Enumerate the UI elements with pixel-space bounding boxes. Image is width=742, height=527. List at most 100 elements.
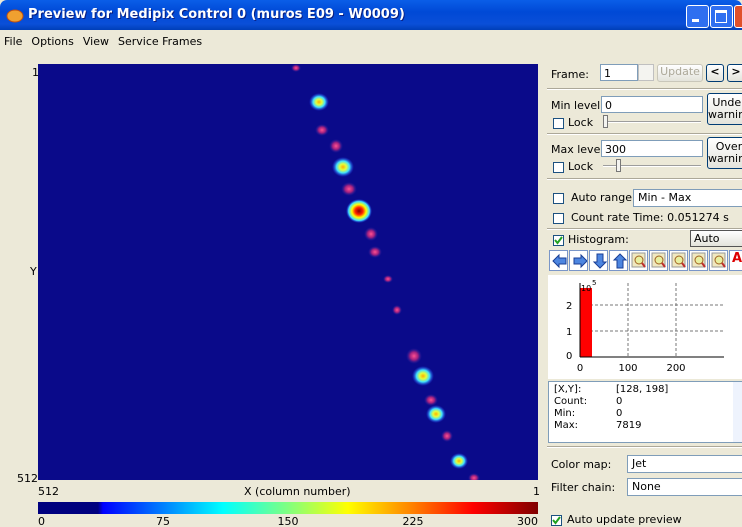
info-value: 7819	[616, 420, 642, 431]
close-button[interactable]	[734, 5, 742, 28]
x-axis-label: X (column number)	[244, 485, 351, 498]
toolbar-button[interactable]	[549, 250, 568, 271]
info-row: Count: 0	[554, 396, 742, 408]
prev-frame-button[interactable]: <	[706, 64, 724, 82]
frame-spinner[interactable]	[638, 64, 654, 81]
frame-input[interactable]: 1	[600, 64, 638, 81]
minimize-button[interactable]	[686, 5, 709, 28]
frame-label: Frame:	[551, 68, 589, 81]
y-top-label: 1	[32, 66, 39, 79]
color-map-label: Color map:	[551, 458, 612, 471]
histogram-plot: 2 1 0 10 5 0 100 200	[548, 275, 742, 379]
info-value: 0	[616, 408, 623, 419]
time-label: Time: 0.051274 s	[633, 211, 729, 224]
info-value: [128, 198]	[616, 384, 669, 395]
x-right-label: 1	[533, 485, 540, 498]
histogram-label: Histogram:	[568, 233, 629, 246]
toolbar-button[interactable]	[689, 250, 708, 271]
toolbar-button[interactable]: A	[729, 250, 742, 271]
menu-item[interactable]: Options	[31, 35, 74, 48]
auto-range-checkbox[interactable]	[553, 193, 564, 204]
button-text: warning	[708, 152, 742, 165]
colorbar-tick-label: 300	[517, 515, 538, 527]
toolbar-button[interactable]	[609, 250, 628, 271]
info-key: Max:	[554, 420, 579, 431]
max-level-label: Max level:	[551, 143, 608, 156]
colorbar	[38, 502, 538, 514]
max-slider-thumb[interactable]	[616, 159, 621, 172]
toolbar-button[interactable]	[629, 250, 648, 271]
colorbar-tick-label: 0	[38, 515, 45, 527]
info-row: Min: 0	[554, 408, 742, 420]
max-lock-label: Lock	[568, 160, 594, 173]
toolbar-button[interactable]	[669, 250, 688, 271]
separator	[547, 446, 742, 448]
auto-range-dropdown[interactable]: Min - Max	[633, 189, 742, 207]
min-slider-track	[603, 121, 701, 123]
histogram-checkbox[interactable]	[553, 235, 564, 246]
blobs	[291, 64, 480, 480]
histogram-bar	[580, 288, 592, 357]
min-level-input[interactable]: 0	[601, 96, 703, 113]
auto-range-label: Auto range:	[571, 191, 636, 204]
color-map-dropdown[interactable]: Jet	[627, 455, 742, 473]
separator	[547, 178, 742, 180]
y-axis-label: Y	[30, 265, 37, 278]
count-rate-label: Count rate	[571, 211, 630, 224]
menu-item[interactable]: Service Frames	[117, 35, 203, 48]
auto-refine-button[interactable]: Auto refine	[690, 230, 742, 247]
hit-track	[291, 64, 480, 480]
update-button[interactable]: Update	[657, 64, 703, 82]
button-text: warning	[708, 108, 742, 121]
menu-item[interactable]: File	[4, 35, 23, 48]
min-lock-label: Lock	[568, 116, 594, 129]
min-lock-checkbox[interactable]	[553, 118, 564, 129]
filter-chain-label: Filter chain:	[551, 481, 616, 494]
button-text: Over	[715, 140, 742, 153]
info-value: 0	[616, 396, 623, 407]
y-tick-label: 1	[566, 327, 572, 338]
x-tick-label: 0	[577, 363, 583, 374]
toolbar-button[interactable]	[589, 250, 608, 271]
menu-bar: File Options View Service Frames	[0, 32, 202, 52]
colorbar-tick-label: 150	[277, 515, 299, 527]
filter-chain-dropdown[interactable]: None	[627, 478, 742, 496]
histogram-toolbar: A	[549, 250, 742, 272]
separator	[547, 133, 742, 135]
menu-item[interactable]: View	[82, 35, 109, 48]
maximize-button[interactable]	[710, 5, 733, 28]
y-tick-label: 2	[566, 301, 572, 312]
window-title: Preview for Medipix Control 0 (muros E09…	[28, 7, 405, 22]
x-tick-label: 100	[618, 363, 637, 374]
over-warning-button[interactable]: Overwarning	[707, 137, 742, 169]
scale-base: 10	[581, 284, 591, 293]
button-text: Under	[712, 96, 742, 109]
y-bottom-label: 512	[17, 472, 38, 485]
info-row: [X,Y]: [128, 198]	[554, 384, 742, 396]
y-tick-label: 0	[566, 351, 572, 362]
next-frame-button[interactable]: >	[727, 64, 742, 82]
colorbar-tick-label: 225	[402, 515, 424, 527]
auto-update-label: Auto update preview	[567, 513, 682, 526]
colorbar-tick-label: 75	[156, 515, 170, 527]
scrollbar[interactable]	[733, 382, 742, 442]
toolbar-button[interactable]	[569, 250, 588, 271]
separator	[547, 88, 742, 90]
toolbar-button[interactable]	[649, 250, 668, 271]
count-rate-checkbox[interactable]	[553, 213, 564, 224]
max-level-input[interactable]: 300	[601, 140, 703, 157]
under-warning-button[interactable]: Underwarning	[707, 93, 742, 125]
max-slider-track	[603, 165, 701, 167]
info-key: [X,Y]:	[554, 384, 582, 395]
info-key: Count:	[554, 396, 588, 407]
min-slider-thumb[interactable]	[603, 115, 608, 128]
auto-update-checkbox[interactable]	[551, 515, 562, 526]
separator	[547, 228, 742, 230]
detector-image	[38, 64, 538, 480]
info-box: [X,Y]: [128, 198] Count: 0 Min: 0 Max: 7819	[548, 381, 742, 443]
scale-exponent: 5	[592, 279, 596, 287]
max-lock-checkbox[interactable]	[553, 162, 564, 173]
title-bar	[0, 0, 742, 30]
toolbar-button[interactable]	[709, 250, 728, 271]
